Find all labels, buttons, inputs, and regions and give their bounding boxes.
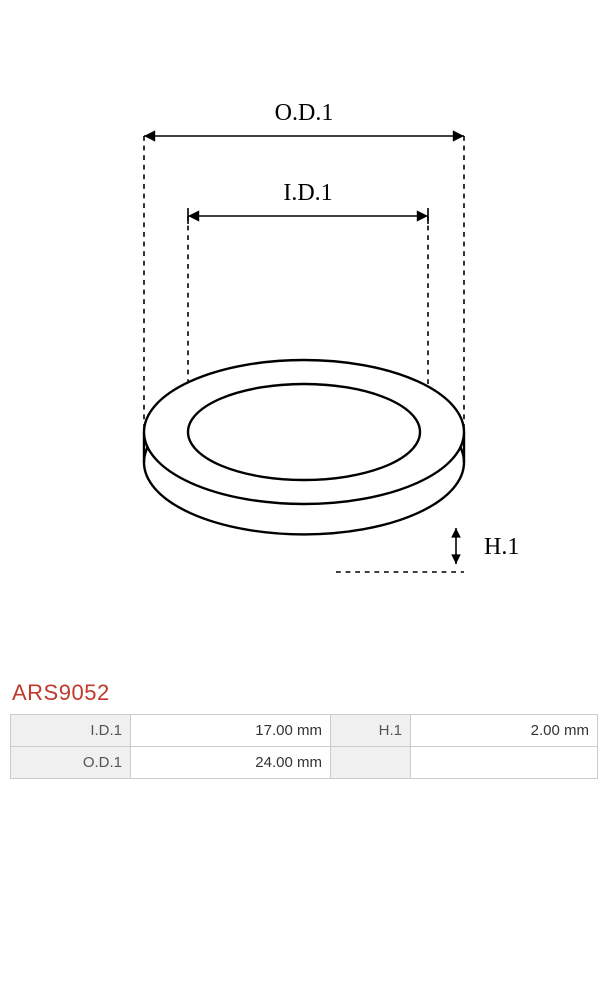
part-code: ARS9052 — [12, 680, 598, 706]
table-row: O.D.124.00 mm — [11, 747, 598, 779]
ring-svg: O.D.1 I.D.1 H.1 — [64, 80, 544, 640]
dim-label — [331, 747, 411, 779]
dim-label: I.D.1 — [11, 715, 131, 747]
dim-value — [411, 747, 598, 779]
dim-label: O.D.1 — [11, 747, 131, 779]
svg-text:H.1: H.1 — [484, 534, 519, 560]
dim-label: H.1 — [331, 715, 411, 747]
dim-value: 17.00 mm — [131, 715, 331, 747]
table-row: I.D.117.00 mmH.12.00 mm — [11, 715, 598, 747]
ring-diagram: O.D.1 I.D.1 H.1 — [10, 80, 598, 640]
dim-value: 24.00 mm — [131, 747, 331, 779]
dimensions-table: I.D.117.00 mmH.12.00 mmO.D.124.00 mm — [10, 714, 598, 779]
dim-value: 2.00 mm — [411, 715, 598, 747]
svg-text:I.D.1: I.D.1 — [283, 180, 332, 206]
svg-text:O.D.1: O.D.1 — [275, 100, 334, 126]
